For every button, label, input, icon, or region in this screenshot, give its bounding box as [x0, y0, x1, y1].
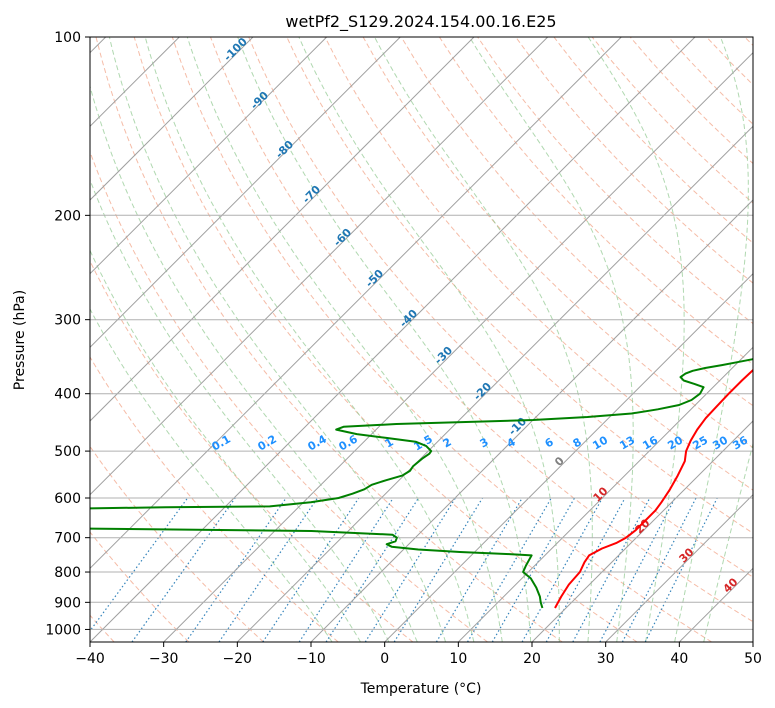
dry-adiabat — [95, 37, 563, 642]
x-tick-label: 40 — [670, 651, 688, 667]
mixing-ratio-line — [621, 497, 697, 642]
background-lines — [90, 37, 753, 642]
y-tick-label: 800 — [54, 565, 81, 581]
mixing-ratio-line — [218, 497, 318, 642]
plot-area — [90, 37, 753, 642]
moist-adiabat — [469, 37, 634, 642]
moist-adiabat — [90, 308, 333, 642]
moist-adiabat — [144, 37, 475, 642]
series-line-temperature — [554, 368, 753, 609]
y-tick-label: 100 — [54, 30, 81, 46]
dry-adiabat — [133, 37, 638, 642]
x-tick-label: 30 — [597, 651, 615, 667]
y-axis-title: Pressure (hPa) — [12, 290, 28, 390]
mixing-ratio-line — [90, 497, 189, 632]
mixing-ratio-line — [364, 497, 456, 642]
dry-adiabat — [400, 37, 753, 407]
mixing-ratio-line — [521, 497, 603, 642]
moist-adiabat — [703, 441, 753, 642]
dry-adiabat — [210, 37, 753, 623]
x-tick-label: −30 — [149, 651, 179, 667]
moist-adiabat — [108, 37, 446, 642]
mixing-ratio-line — [545, 497, 626, 642]
mixing-ratio-line — [131, 497, 236, 642]
y-tick-label: 900 — [54, 595, 81, 611]
isotherm — [605, 493, 753, 642]
y-tick-label: 300 — [54, 313, 81, 329]
x-tick-label: 20 — [523, 651, 541, 667]
dry-adiabat — [324, 37, 753, 491]
isotherm — [90, 37, 475, 422]
moist-adiabat — [90, 178, 390, 642]
mixing-ratio-line — [644, 497, 718, 642]
y-axis: 100 200 300 400 500 600 700 800 900 1000 — [45, 30, 90, 638]
mixing-ratio-line — [185, 497, 287, 642]
series-line-dewpoint — [90, 358, 753, 609]
y-tick-label: 200 — [54, 208, 81, 224]
x-tick-label: 0 — [380, 651, 389, 667]
dry-adiabat — [90, 150, 488, 642]
pressure-gridlines — [90, 37, 753, 630]
y-tick-label: 500 — [54, 444, 81, 460]
y-tick-label: 400 — [54, 387, 81, 403]
x-tick-label: 50 — [744, 651, 762, 667]
mixing-ratio-line — [572, 497, 651, 642]
x-axis: −40 −30 −20 −10 0 10 20 30 40 50 — [75, 642, 762, 667]
isotherm — [236, 125, 753, 642]
x-tick-label: 10 — [449, 651, 467, 667]
moist-adiabat — [674, 37, 749, 642]
dry-adiabat — [248, 37, 753, 578]
isotherm — [457, 346, 753, 642]
isotherm — [90, 37, 549, 496]
moist-adiabat — [186, 37, 503, 642]
dry-adiabat — [90, 531, 190, 642]
isotherm — [163, 51, 753, 642]
data-series — [90, 358, 753, 609]
dry-adiabat — [90, 445, 264, 642]
isotherm — [90, 37, 696, 642]
isotherm — [531, 420, 753, 642]
isotherm — [90, 37, 401, 349]
y-tick-label: 1000 — [45, 622, 81, 638]
dry-adiabat — [90, 356, 339, 642]
moist-adiabat — [374, 37, 593, 642]
plot-frame — [89, 36, 754, 643]
dry-adiabat — [515, 37, 753, 284]
y-tick-label: 700 — [54, 531, 81, 547]
dry-adiabat — [171, 37, 712, 642]
isotherm — [310, 199, 753, 642]
isotherm — [384, 272, 753, 642]
mixing-ratio-line — [262, 497, 360, 642]
mixing-ratio-line — [325, 497, 420, 642]
dry-adiabat — [438, 37, 753, 366]
x-tick-label: −10 — [296, 651, 326, 667]
isotherm — [90, 37, 622, 570]
y-tick-label: 600 — [54, 491, 81, 507]
mixing-ratio-line — [298, 497, 394, 642]
isotherm — [90, 37, 254, 201]
mixing-ratio-line — [599, 497, 676, 642]
chart-title: wetPf2_S129.2024.154.00.16.E25 — [285, 12, 556, 32]
isotherm — [90, 37, 328, 275]
x-axis-title: Temperature (°C) — [360, 681, 482, 697]
x-tick-label: −40 — [75, 651, 105, 667]
x-tick-label: −20 — [223, 651, 253, 667]
